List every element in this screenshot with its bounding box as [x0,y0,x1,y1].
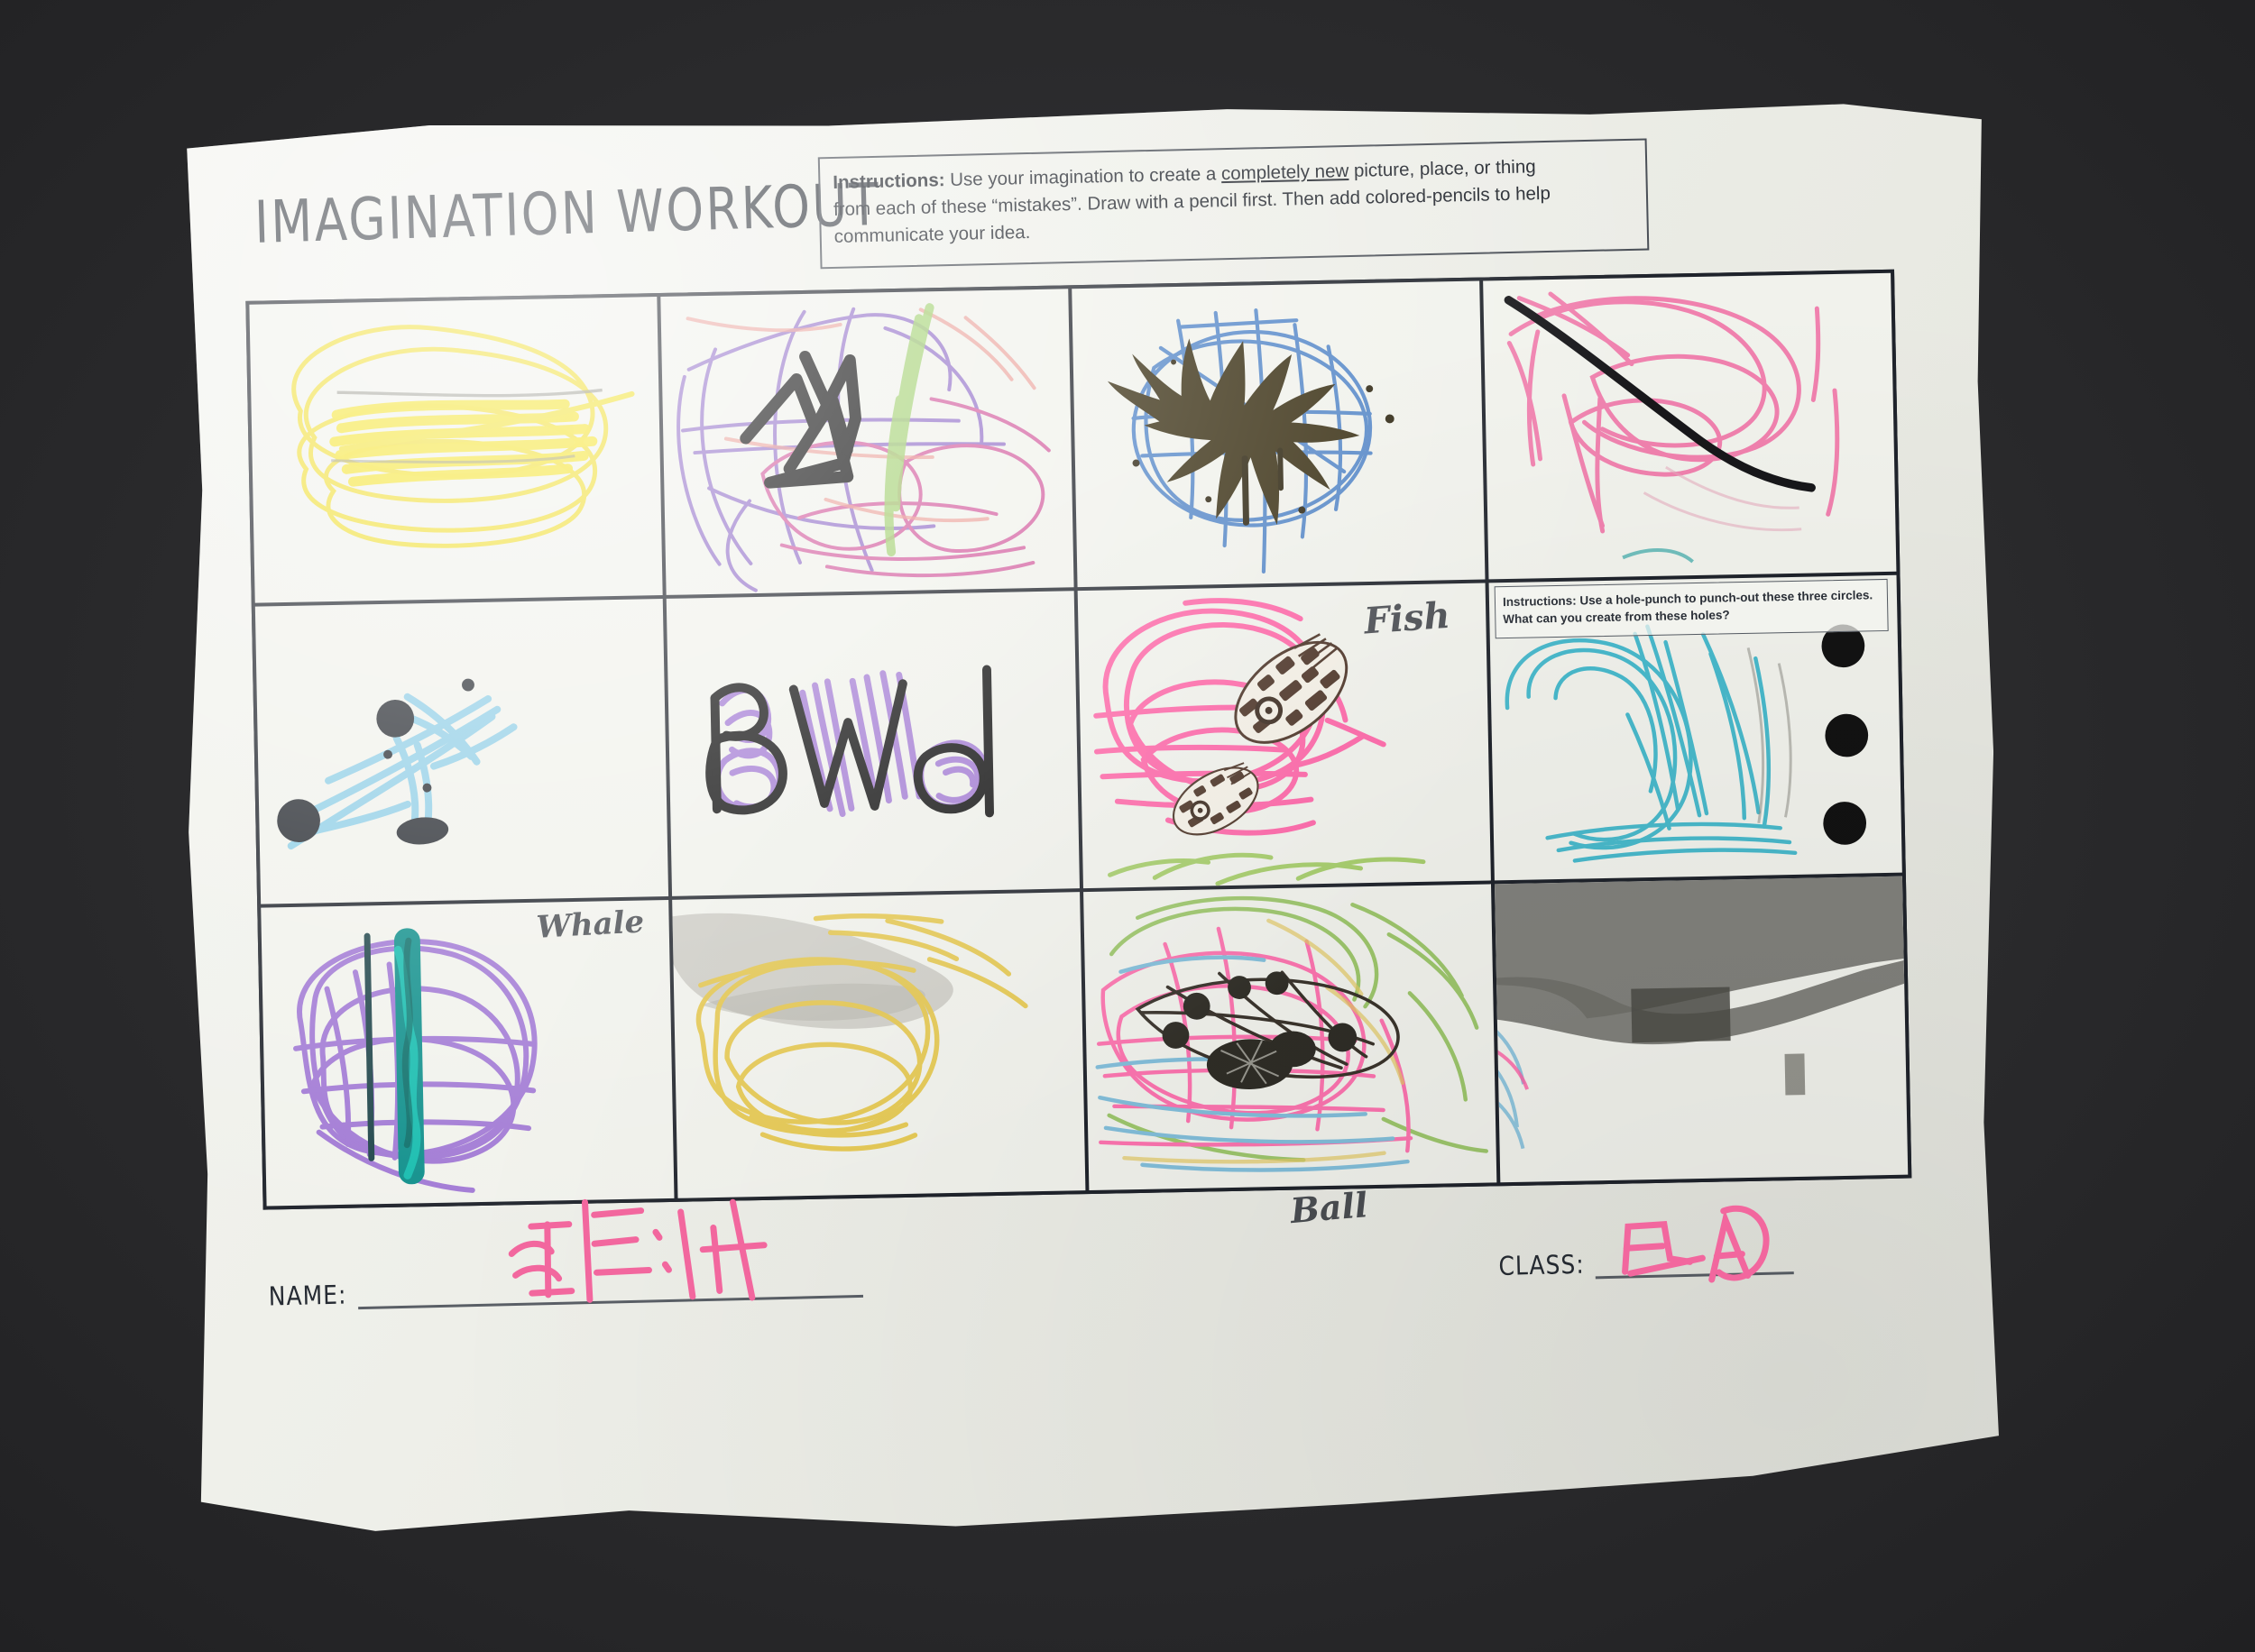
instructions-line1a: Use your imagination to create a [944,163,1222,191]
grid-cell-2[interactable] [660,289,1073,594]
grid-cell-10[interactable] [672,893,1085,1198]
grid-cell-8[interactable]: Instructions: Use a hole-punch to punch-… [1489,574,1902,880]
grey-shadow-art [1495,876,1908,1182]
fish-scribble-art [1078,583,1491,888]
gold-loop-art [672,893,1085,1198]
pink-loop-art [1483,273,1896,579]
instructions-box: Instructions: Use your imagination to cr… [818,138,1650,269]
punch-holes [1819,624,1870,845]
label-ball: Ball [1288,1184,1369,1232]
grid-cell-3[interactable] [1072,281,1485,587]
cell-label-whale: Whale [535,904,645,947]
yellow-scribble-art [249,297,662,602]
ink-splat-art [1072,281,1485,587]
name-label: NAME: [268,1280,347,1312]
grid-cell-12[interactable] [1495,876,1908,1182]
burr-scribble-art [1083,885,1496,1190]
instructions-text: Instructions: Use your imagination to cr… [833,151,1638,251]
class-field[interactable]: CLASS: [1498,1248,1794,1281]
grid-cell-9[interactable]: Whale [261,900,674,1206]
instructions-line3: communicate your idea. [833,221,1031,247]
grid-cell-7[interactable]: Fish [1078,583,1491,888]
class-label: CLASS: [1498,1249,1586,1281]
mistake-grid: Fish [245,270,1911,1210]
worksheet-paper: IMAGINATION WORKOUT Instructions: Use yo… [176,96,2008,1545]
cell-label-fish: Fish [1362,593,1451,643]
instructions-label: Instructions: [833,170,945,193]
class-handwriting-ink [1611,1192,1784,1302]
hole-punch-instructions-text: Instructions: Use a hole-punch to punch-… [1502,587,1873,626]
name-rule [358,1295,863,1309]
instructions-line1b: picture, place, or thing [1348,156,1536,181]
teal-scribble-art [1489,574,1902,880]
page-title: IMAGINATION WORKOUT [253,171,882,257]
letter-scribble-art [667,591,1080,896]
purple-ball-art [261,900,674,1206]
multicolor-scribble-art [660,289,1073,594]
name-field[interactable]: NAME: [269,1271,863,1312]
grid-cell-1[interactable] [249,297,662,602]
class-rule [1596,1271,1794,1279]
grid-cell-4[interactable] [1483,273,1896,579]
grid-cell-11[interactable] [1083,885,1496,1190]
blue-strokes-art [255,599,668,904]
hole-punch-instructions-box: Instructions: Use a hole-punch to punch-… [1495,579,1889,638]
instructions-underlined: completely new [1220,160,1349,185]
grid-cell-6[interactable] [667,591,1080,896]
grid-cell-5[interactable] [255,599,668,904]
